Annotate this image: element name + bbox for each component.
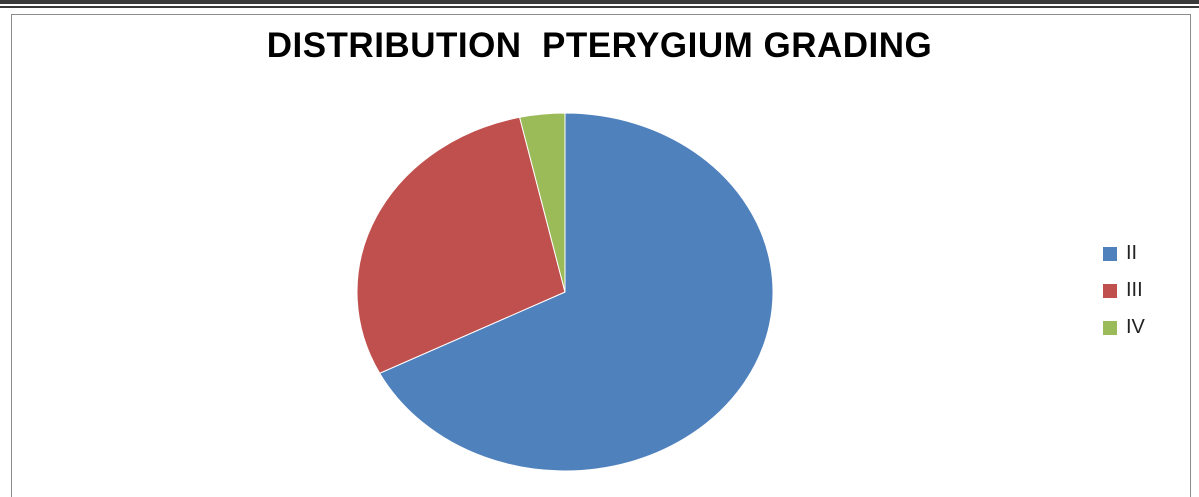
legend-label-iv: IV [1126, 316, 1145, 338]
frame-top-border [0, 0, 1199, 4]
legend-swatch-iv [1103, 320, 1117, 335]
legend-item-iv: IV [1103, 309, 1145, 346]
legend: II III IV [1103, 235, 1145, 346]
pie-slices [356, 112, 774, 472]
legend-swatch-ii [1103, 246, 1117, 261]
pie-slice-iii [356, 116, 566, 374]
pie-slice-ii [378, 112, 774, 472]
legend-label-ii: II [1126, 242, 1138, 264]
legend-swatch-iii [1103, 283, 1117, 298]
legend-item-ii: II [1103, 235, 1145, 272]
pie-slice-iv [519, 112, 566, 293]
chart-title: DISTRIBUTION PTERYGIUM GRADING [266, 26, 933, 65]
frame-top-border-inner [0, 6, 1199, 8]
legend-label-iii: III [1126, 279, 1143, 301]
legend-item-iii: III [1103, 272, 1145, 309]
